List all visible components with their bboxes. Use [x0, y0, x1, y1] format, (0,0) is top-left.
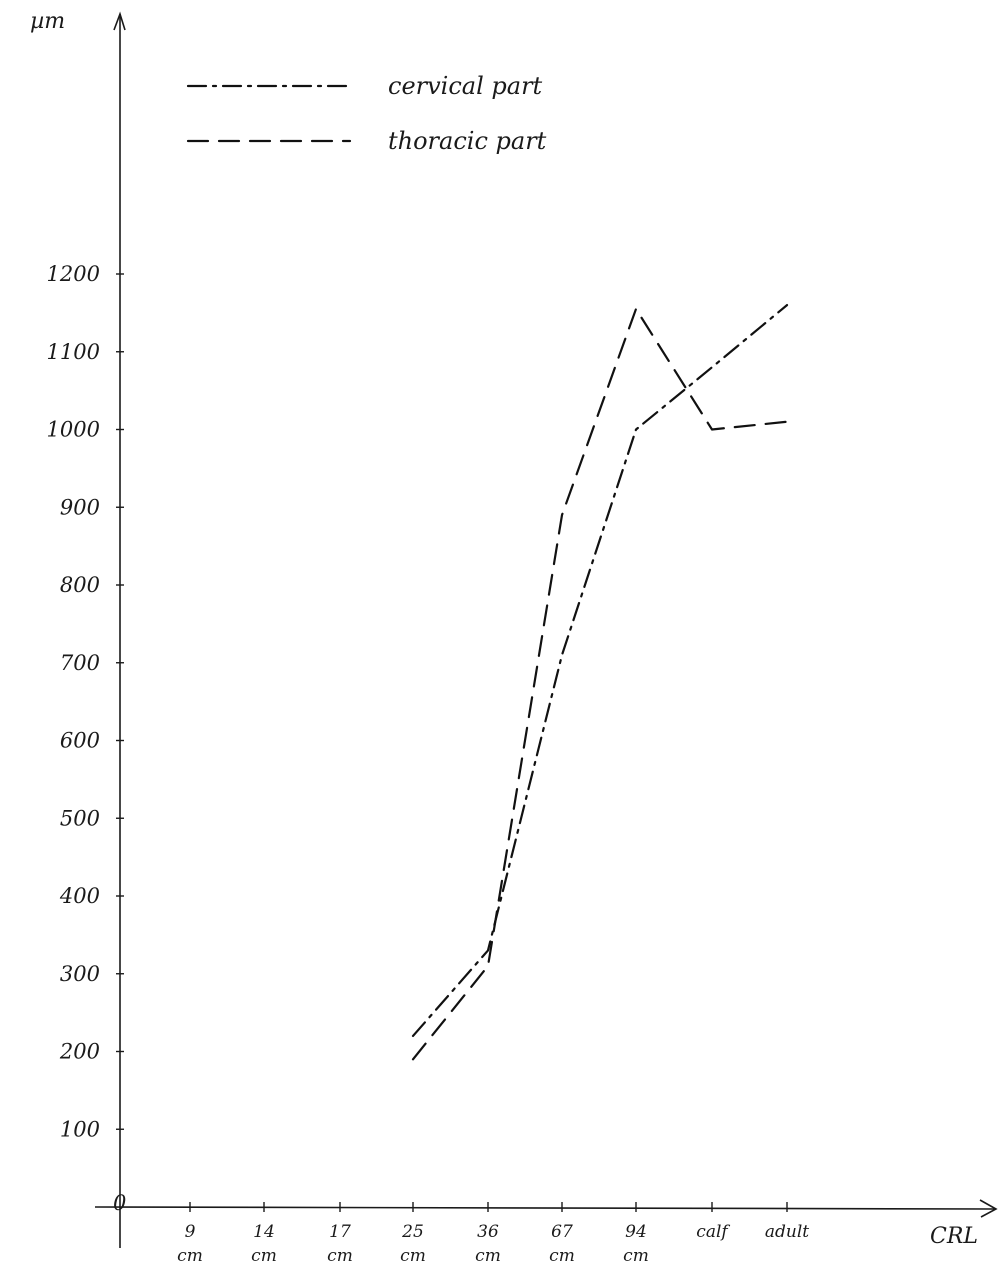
y-tick-label: 500	[60, 806, 100, 830]
y-tick-label: 300	[60, 962, 100, 986]
x-tick-label: 17	[329, 1222, 351, 1242]
y-tick-label: 400	[59, 884, 100, 908]
series-lines	[411, 304, 789, 1061]
legend-label: cervical part	[388, 72, 543, 100]
x-tick-label: calf	[696, 1222, 730, 1242]
y-tick-label: 700	[60, 651, 100, 675]
x-tick-unit-label: cm	[251, 1246, 277, 1266]
x-tick-label: adult	[765, 1222, 809, 1242]
x-axis-arrow	[979, 1199, 998, 1218]
x-tick-label: 9	[185, 1222, 196, 1242]
y-tick-label: 800	[60, 573, 100, 597]
x-tick-unit-label: cm	[400, 1246, 426, 1266]
y-tick-label: 1100	[47, 340, 100, 364]
y-tick-label: 100	[60, 1117, 100, 1141]
y-tick-label: 600	[60, 729, 100, 753]
y-tick-label: 900	[60, 495, 100, 519]
axes	[94, 11, 998, 1248]
x-axis-title: CRL	[930, 1224, 978, 1249]
x-tick-unit-label: cm	[623, 1246, 649, 1266]
x-tick-unit-label: cm	[327, 1246, 353, 1266]
x-tick-label: 67	[551, 1222, 573, 1242]
x-axis-line	[94, 1206, 997, 1210]
x-tick-label: 25	[401, 1222, 424, 1242]
thoracic-part-line	[411, 307, 789, 1061]
x-tick-unit-label: cm	[475, 1246, 501, 1266]
legend: cervical part thoracic part	[186, 72, 547, 155]
origin-label: 0	[113, 1191, 126, 1215]
x-tick-label: 36	[477, 1222, 499, 1242]
y-tick-label: 200	[59, 1040, 100, 1064]
x-tick-label: 14	[253, 1222, 275, 1242]
x-tick-label: 94	[625, 1222, 647, 1242]
y-tick-label: 1200	[47, 262, 100, 286]
y-axis-arrow	[113, 11, 126, 31]
cervical-part-line	[411, 304, 789, 1038]
x-tick-unit-label: cm	[177, 1246, 203, 1266]
y-axis-title: µm	[30, 9, 65, 34]
legend-label: thoracic part	[388, 127, 547, 155]
y-axis-ticks: 100 200 300 400 500 600 700 800 900 1000 1100 1200	[47, 262, 124, 1141]
y-tick-label: 1000	[47, 418, 100, 442]
x-tick-unit-label: cm	[549, 1246, 575, 1266]
x-axis-ticks: 9 cm 14 cm 17 cm 25 cm 36 cm 67 cm 94 cm calf adult	[177, 1202, 809, 1266]
